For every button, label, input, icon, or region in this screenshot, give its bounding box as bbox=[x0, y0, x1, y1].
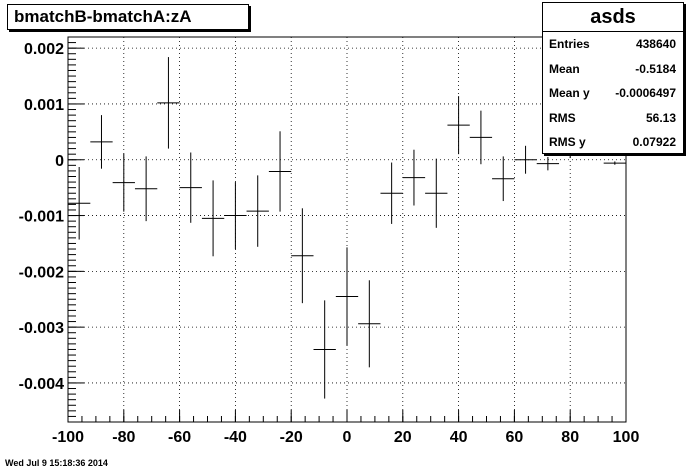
data-point bbox=[313, 300, 336, 399]
data-point bbox=[90, 115, 113, 169]
data-point bbox=[68, 167, 91, 240]
stats-row-rms-y: RMS y 0.07922 bbox=[543, 130, 683, 155]
stats-title: asds bbox=[543, 3, 683, 32]
stats-value: 438640 bbox=[635, 37, 676, 52]
data-point bbox=[536, 156, 560, 171]
data-point bbox=[268, 131, 292, 212]
y-tick-label: -0.004 bbox=[19, 376, 64, 393]
y-tick-label: 0.001 bbox=[24, 97, 64, 114]
data-point bbox=[514, 145, 537, 174]
stats-value: -0.5184 bbox=[635, 61, 676, 76]
stats-row-mean-y: Mean y -0.0006497 bbox=[543, 81, 683, 106]
data-point bbox=[179, 152, 202, 223]
data-point bbox=[425, 158, 448, 228]
data-point bbox=[447, 96, 470, 155]
data-point bbox=[358, 280, 381, 368]
stats-row-mean: Mean -0.5184 bbox=[543, 57, 683, 82]
stats-box: asds Entries 438640 Mean -0.5184 Mean y … bbox=[542, 2, 684, 154]
data-point bbox=[335, 247, 359, 346]
y-tick-label: -0.003 bbox=[19, 320, 64, 337]
x-tick-label: 40 bbox=[450, 429, 468, 446]
stats-label: Mean y bbox=[549, 86, 590, 101]
x-tick-label: 0 bbox=[343, 429, 352, 446]
x-tick-label: 60 bbox=[506, 429, 524, 446]
x-tick-label: 100 bbox=[613, 429, 640, 446]
data-point bbox=[134, 156, 158, 222]
data-markers bbox=[68, 57, 626, 399]
stats-label: RMS bbox=[549, 110, 576, 125]
data-point bbox=[291, 208, 314, 304]
axes: -100 -80 -60 -40 -20 0 20 40 60 80 100 -0.004 -0.003… bbox=[19, 36, 640, 446]
x-tick-label: 20 bbox=[394, 429, 412, 446]
stats-value: 56.13 bbox=[645, 110, 676, 125]
x-tick-label: -100 bbox=[52, 429, 84, 446]
data-point bbox=[201, 180, 225, 257]
x-tick-label: -80 bbox=[112, 429, 135, 446]
y-tick-label: -0.001 bbox=[19, 209, 64, 226]
x-tick-label: -40 bbox=[224, 429, 247, 446]
timestamp-footer: Wed Jul 9 15:18:36 2014 bbox=[5, 458, 108, 468]
data-point bbox=[246, 175, 269, 247]
y-tick-label: -0.002 bbox=[19, 264, 64, 281]
data-point bbox=[112, 153, 135, 212]
stats-row-entries: Entries 438640 bbox=[543, 32, 683, 57]
y-tick-label: 0.002 bbox=[24, 41, 64, 58]
stats-label: RMS y bbox=[549, 135, 586, 150]
data-point bbox=[157, 57, 180, 149]
data-point bbox=[603, 161, 626, 165]
histogram-title: bmatchB-bmatchA:zA bbox=[7, 4, 249, 30]
stats-value: -0.0006497 bbox=[615, 86, 676, 101]
y-tick-label: 0 bbox=[55, 153, 64, 170]
stats-label: Mean bbox=[549, 61, 580, 76]
data-point bbox=[224, 182, 247, 250]
stats-label: Entries bbox=[549, 37, 590, 52]
x-tick-label: -60 bbox=[168, 429, 191, 446]
stats-value: 0.07922 bbox=[632, 135, 676, 150]
data-point bbox=[469, 110, 493, 165]
data-point bbox=[380, 162, 403, 224]
data-point bbox=[492, 156, 515, 202]
stats-row-rms: RMS 56.13 bbox=[543, 106, 683, 131]
x-tick-label: -20 bbox=[280, 429, 303, 446]
x-tick-label: 80 bbox=[561, 429, 579, 446]
data-point bbox=[402, 149, 426, 206]
